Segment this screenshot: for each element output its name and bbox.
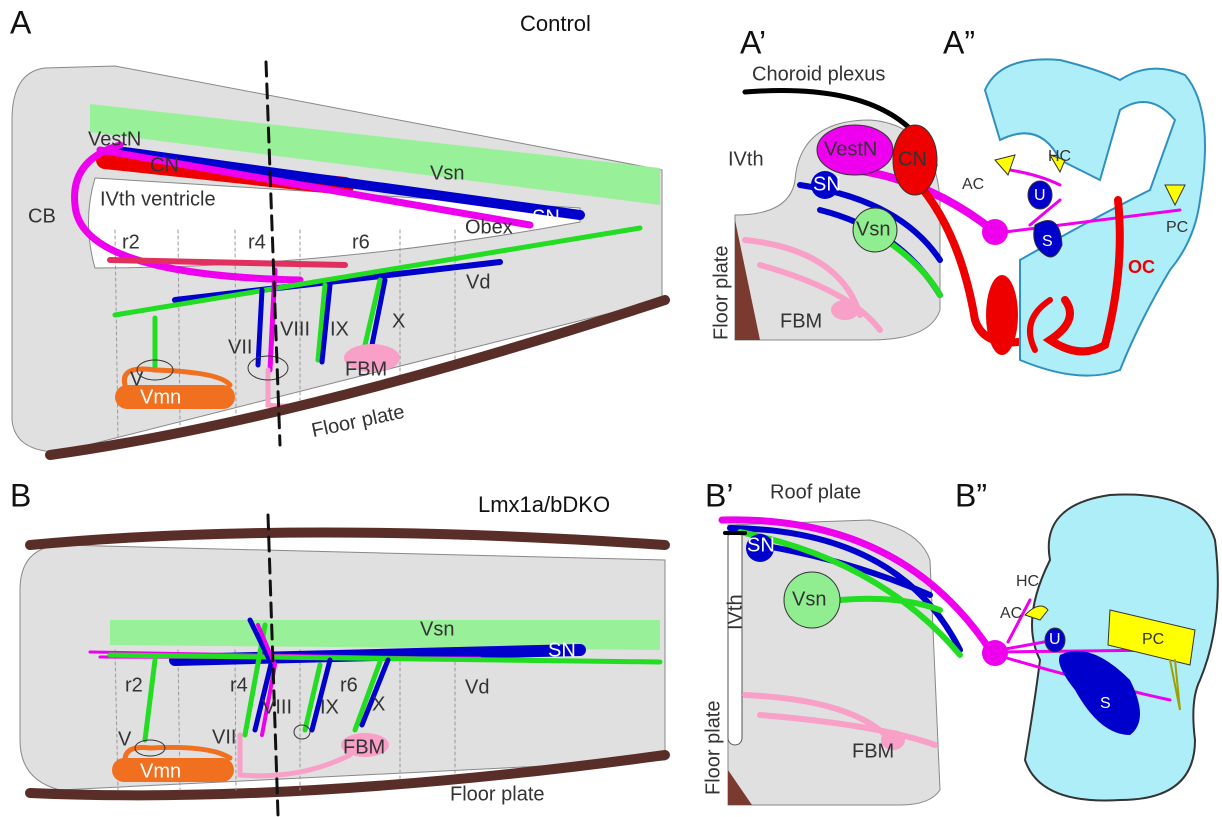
label: X: [372, 693, 385, 715]
label: r4: [230, 674, 248, 696]
label: r4: [248, 231, 266, 253]
panel-letter: A: [10, 4, 32, 40]
label: U: [1034, 187, 1046, 204]
label: S: [1100, 695, 1111, 712]
panel-letter: B: [10, 477, 31, 513]
label: Floor plate: [702, 701, 724, 796]
panel-a2: A” HC AC U S PC OC: [943, 24, 1205, 375]
label: VestN: [824, 138, 877, 160]
panel-title: Control: [520, 11, 591, 36]
label: IVth: [724, 594, 746, 630]
panel-b: B Lmx1a/bDKO Vsn SN r2 r4 r6 Vd V VII VI…: [10, 477, 665, 815]
label: FBM: [852, 740, 894, 762]
label: Obex: [465, 216, 513, 238]
label: Floor plate: [450, 783, 545, 805]
label: r6: [340, 674, 358, 696]
label: OC: [1128, 257, 1155, 277]
label: VII: [228, 336, 252, 358]
label: HC: [1016, 573, 1039, 590]
label: VIII: [280, 318, 310, 340]
label: V: [118, 728, 132, 750]
label: IX: [320, 696, 339, 718]
label: X: [392, 310, 405, 332]
label: CN: [898, 148, 927, 170]
label: VIII: [262, 696, 292, 718]
panel-letter: B”: [955, 477, 987, 513]
label: Choroid plexus: [752, 63, 885, 85]
label: IVth: [728, 148, 764, 170]
label: SN: [747, 534, 775, 556]
label: Vsn: [420, 618, 454, 640]
label: HC: [1048, 148, 1071, 165]
label: VII: [212, 726, 236, 748]
label: IX: [330, 318, 349, 340]
label: U: [1049, 631, 1061, 648]
figure: A Control VestN CN Vsn IVth ventricle CB…: [0, 0, 1222, 817]
label: CB: [28, 205, 56, 227]
label: SN: [813, 173, 841, 195]
label: Vd: [465, 676, 489, 698]
label: Vsn: [430, 162, 464, 184]
label: S: [1042, 233, 1053, 250]
label: CN: [150, 154, 179, 176]
panel-title: Lmx1a/bDKO: [478, 492, 610, 517]
label: IVth ventricle: [100, 188, 216, 210]
panel-letter: B’: [705, 477, 733, 513]
label: Floor plate: [310, 401, 407, 442]
label: SN: [532, 206, 560, 228]
label: Vd: [466, 271, 490, 293]
label: AC: [1000, 605, 1022, 622]
label: AC: [962, 176, 984, 193]
label: FBM: [343, 736, 385, 758]
label: Vmn: [140, 386, 181, 408]
panel-letter: A’: [740, 24, 766, 60]
label: Roof plate: [770, 481, 861, 503]
label: r2: [122, 231, 140, 253]
label: Vsn: [792, 588, 826, 610]
label: FBM: [780, 310, 822, 332]
panel-b2: B” HC AC U S PC: [955, 477, 1218, 800]
label: r2: [125, 674, 143, 696]
label: FBM: [345, 358, 387, 380]
label: VestN: [88, 128, 141, 150]
label: PC: [1142, 631, 1164, 648]
label: Floor plate: [710, 246, 732, 341]
label: PC: [1166, 219, 1188, 236]
panel-a: A Control VestN CN Vsn IVth ventricle CB…: [10, 4, 665, 455]
label: Vmn: [140, 760, 181, 782]
label: SN: [548, 639, 576, 661]
label: Vsn: [856, 218, 890, 240]
label: r6: [352, 231, 370, 253]
panel-letter: A”: [943, 24, 975, 60]
panel-b1: B’ Roof plate SN IVth Vsn Floor plate FB…: [702, 477, 990, 805]
